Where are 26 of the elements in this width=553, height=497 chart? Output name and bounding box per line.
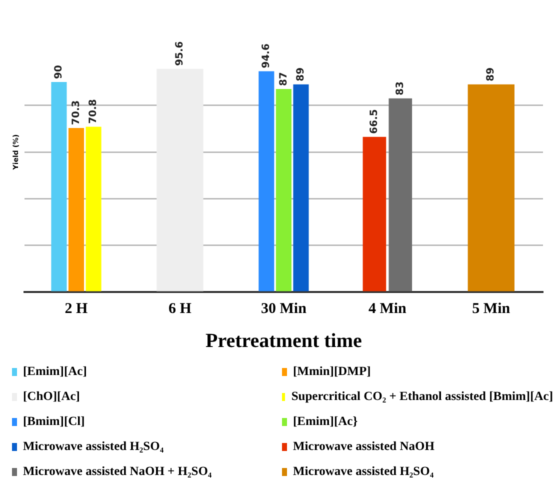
data-label: 66.5 bbox=[369, 109, 380, 134]
data-label: 70.8 bbox=[88, 99, 100, 124]
legend-label: Microwave assisted H₂SO₄ bbox=[293, 464, 434, 479]
data-label: 89 bbox=[296, 67, 307, 82]
legend-label: [Bmim][Cl] bbox=[23, 414, 85, 429]
x-tick-label: 30 Min bbox=[260, 300, 308, 317]
x-axis-title: Pretreatment time bbox=[205, 330, 362, 352]
legend-label: Microwave assisted NaOH bbox=[293, 439, 434, 454]
data-label: 90 bbox=[54, 65, 65, 79]
data-label: 70.3 bbox=[70, 100, 82, 125]
data-label: 94.6 bbox=[261, 44, 272, 68]
data-label: 95.6 bbox=[174, 41, 186, 66]
legend-label: Supercritical CO₂ + Ethanol assisted [Bmim][Ac] bbox=[291, 389, 553, 404]
x-tick-label: 2 H bbox=[64, 300, 88, 317]
legend-label: [Emim][Ac] bbox=[23, 364, 87, 379]
legend-label: Microwave assisted H₂SO₄ bbox=[23, 439, 164, 454]
data-label: 83 bbox=[394, 81, 406, 96]
x-tick-label: 4 Min bbox=[368, 300, 408, 317]
legend-label: [ChO][Ac] bbox=[23, 389, 80, 404]
x-tick-label: 6 H bbox=[168, 300, 192, 317]
x-tick-label: 5 Min bbox=[472, 300, 511, 317]
legend-label: [Emim][Ac} bbox=[293, 414, 358, 429]
legend-label: [Mmin][DMP] bbox=[293, 364, 371, 379]
data-label: 87 bbox=[278, 72, 290, 86]
legend-label: Microwave assisted NaOH + H₂SO₄ bbox=[23, 464, 212, 479]
data-label: 89 bbox=[486, 67, 497, 82]
